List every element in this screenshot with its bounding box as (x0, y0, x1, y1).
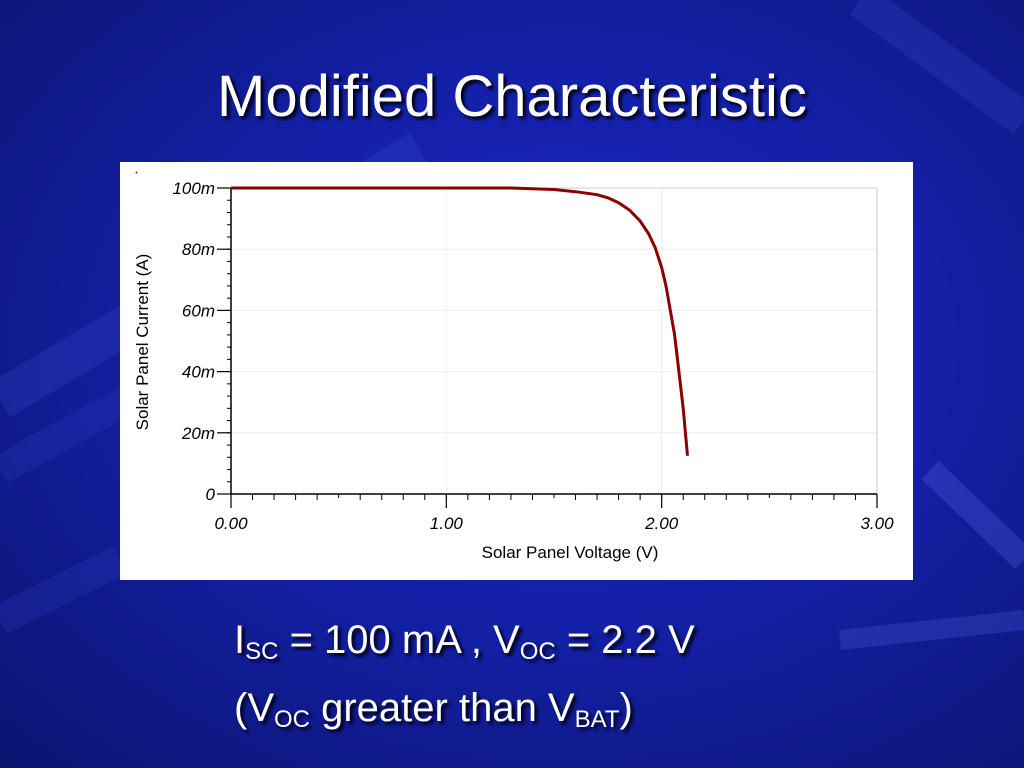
x-tick-label: 0.00 (214, 514, 248, 533)
y-tick-labels: 0 20m 40m 60m 80m 100m (172, 179, 215, 504)
iv-chart: 0 20m 40m 60m 80m 100m 0.00 1.00 2.00 3.00 Solar… (133, 171, 894, 562)
chart-panel: 0 20m 40m 60m 80m 100m 0.00 1.00 2.00 3.00 Solar… (120, 162, 913, 580)
x-tick-label: 1.00 (430, 514, 464, 533)
chart-axes (217, 187, 878, 508)
slide-title: Modified Characteristic (217, 64, 807, 129)
marker-dot (135, 171, 138, 174)
oc-subscript-2: OC (274, 706, 310, 733)
caption-close: ) (619, 686, 633, 730)
oc-subscript: OC (519, 638, 556, 665)
y-tick-label: 80m (182, 240, 215, 259)
sc-subscript: SC (245, 638, 279, 665)
caption-comparison: greater than V (310, 686, 575, 730)
minor-ticks (227, 187, 878, 500)
caption-line-2: (VOC greater than VBAT) (234, 680, 695, 748)
y-tick-label: 0 (206, 485, 216, 504)
iv-curve-line (231, 186, 689, 456)
x-tick-label: 3.00 (860, 514, 894, 533)
x-tick-label: 2.00 (644, 514, 679, 533)
y-tick-label: 100m (172, 179, 215, 198)
x-tick-labels: 0.00 1.00 2.00 3.00 (214, 514, 894, 533)
caption-open: (V (234, 686, 274, 730)
chart-grid (230, 187, 878, 495)
isc-symbol: I (234, 618, 246, 662)
caption-voc-value: = 2.2 V (555, 618, 695, 662)
caption-isc-value: = 100 mA , V (278, 618, 520, 662)
y-axis-title: Solar Panel Current (A) (133, 254, 152, 431)
y-tick-label: 60m (182, 301, 215, 320)
y-tick-label: 40m (182, 363, 215, 382)
caption: ISC = 100 mA , VOC = 2.2 V (VOC greater … (234, 612, 695, 748)
bat-subscript: BAT (574, 706, 620, 733)
caption-line-1: ISC = 100 mA , VOC = 2.2 V (234, 612, 695, 680)
x-axis-title: Solar Panel Voltage (V) (482, 543, 659, 562)
y-tick-label: 20m (181, 424, 215, 443)
